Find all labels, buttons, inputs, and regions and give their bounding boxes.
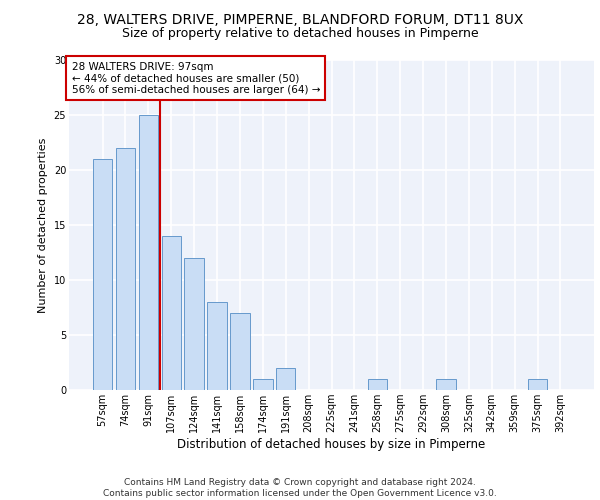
Bar bbox=[436, 379, 455, 390]
Bar bbox=[184, 258, 204, 390]
Bar bbox=[253, 379, 272, 390]
Text: Size of property relative to detached houses in Pimperne: Size of property relative to detached ho… bbox=[122, 28, 478, 40]
Text: 28, WALTERS DRIVE, PIMPERNE, BLANDFORD FORUM, DT11 8UX: 28, WALTERS DRIVE, PIMPERNE, BLANDFORD F… bbox=[77, 12, 523, 26]
Y-axis label: Number of detached properties: Number of detached properties bbox=[38, 138, 48, 312]
Bar bbox=[161, 236, 181, 390]
Bar bbox=[93, 159, 112, 390]
Bar bbox=[139, 115, 158, 390]
Bar bbox=[230, 313, 250, 390]
Bar bbox=[368, 379, 387, 390]
X-axis label: Distribution of detached houses by size in Pimperne: Distribution of detached houses by size … bbox=[178, 438, 485, 451]
Text: 28 WALTERS DRIVE: 97sqm
← 44% of detached houses are smaller (50)
56% of semi-de: 28 WALTERS DRIVE: 97sqm ← 44% of detache… bbox=[71, 62, 320, 95]
Bar bbox=[208, 302, 227, 390]
Bar bbox=[276, 368, 295, 390]
Text: Contains HM Land Registry data © Crown copyright and database right 2024.
Contai: Contains HM Land Registry data © Crown c… bbox=[103, 478, 497, 498]
Bar bbox=[116, 148, 135, 390]
Bar bbox=[528, 379, 547, 390]
